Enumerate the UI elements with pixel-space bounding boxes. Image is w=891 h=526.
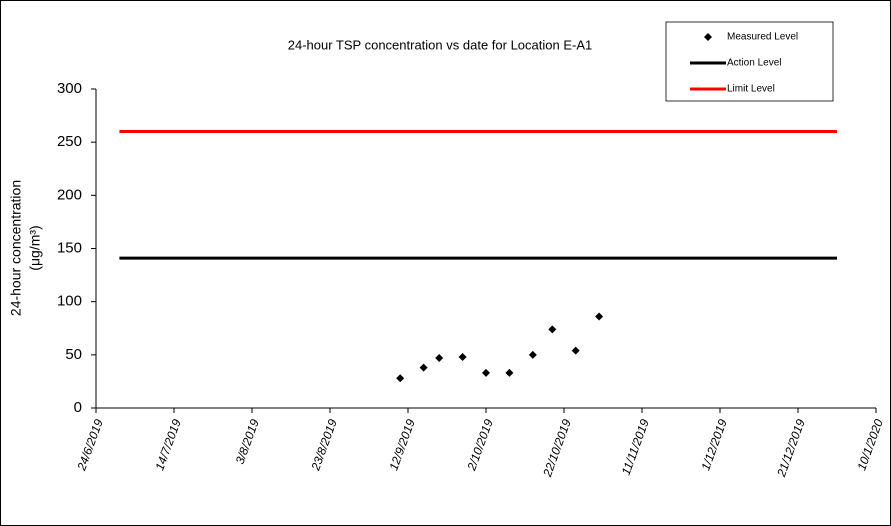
- data-point: [571, 346, 580, 355]
- y-axis-label: (μg/m³): [27, 225, 43, 270]
- y-tick-label: 150: [57, 239, 82, 256]
- data-point: [435, 354, 444, 363]
- data-point: [548, 325, 557, 334]
- data-point: [419, 363, 428, 372]
- y-tick-label: 300: [57, 80, 82, 97]
- data-point: [505, 368, 514, 377]
- y-tick-label: 50: [65, 346, 82, 363]
- data-point: [528, 350, 537, 359]
- legend-label: Limit Level: [727, 84, 775, 95]
- data-point: [458, 352, 467, 361]
- y-tick-label: 100: [57, 293, 82, 310]
- data-point: [396, 374, 405, 383]
- chart-title: 24-hour TSP concentration vs date for Lo…: [288, 37, 592, 52]
- y-tick-label: 250: [57, 133, 82, 150]
- legend-label: Action Level: [727, 58, 781, 69]
- y-tick-label: 0: [74, 399, 82, 416]
- y-tick-label: 200: [57, 186, 82, 203]
- data-point: [595, 312, 604, 321]
- legend-label: Measured Level: [727, 32, 798, 43]
- data-point: [482, 368, 490, 377]
- legend-swatch: [704, 33, 712, 41]
- y-axis-label: 24-hour concentration: [8, 180, 24, 316]
